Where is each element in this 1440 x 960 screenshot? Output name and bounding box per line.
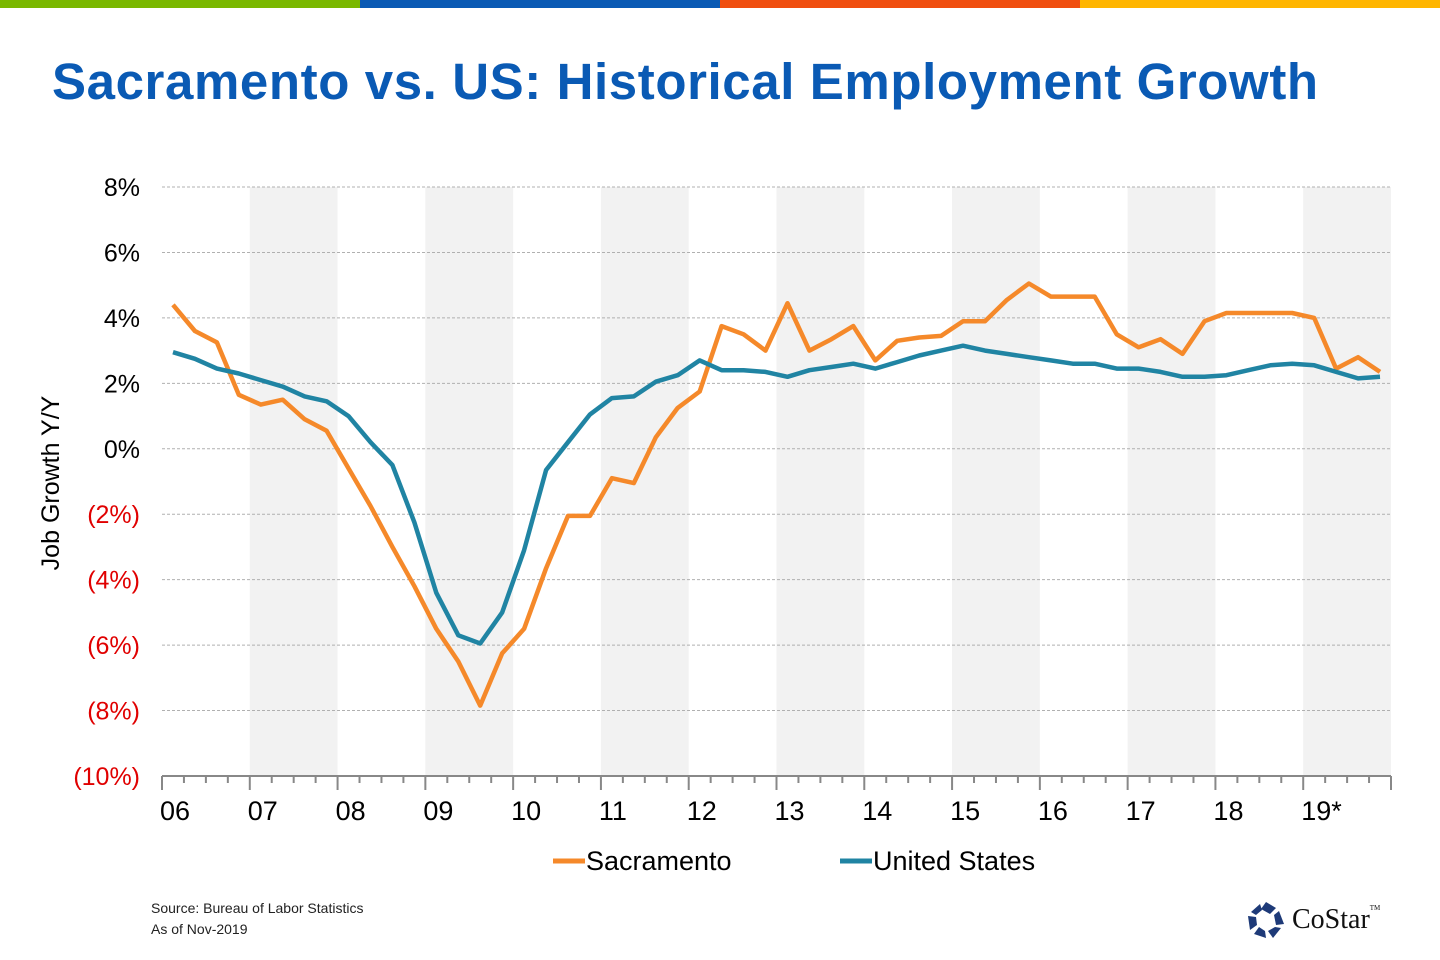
year-band-09	[425, 187, 514, 776]
y-tick-label: 2%	[104, 370, 140, 398]
y-tick-label: 4%	[104, 305, 140, 333]
x-tick-label: 07	[248, 796, 278, 826]
x-tick-label: 14	[862, 796, 892, 826]
costar-logo: CoStarTM	[1246, 900, 1380, 940]
x-tick-label: 19*	[1301, 796, 1342, 826]
as-of-note: As of Nov-2019	[151, 921, 248, 937]
series-line-united-states	[172, 343, 1381, 646]
top-bar-green	[0, 0, 360, 8]
year-band-17	[1127, 187, 1216, 776]
series-line-sacramento	[171, 281, 1382, 708]
x-tick-label: 16	[1038, 796, 1068, 826]
x-tick-label: 15	[950, 796, 980, 826]
page-title: Sacramento vs. US: Historical Employment…	[52, 53, 1319, 110]
year-band-19*	[1303, 187, 1391, 776]
y-tick-label: (4%)	[87, 567, 140, 595]
y-axis-label: Job Growth Y/Y	[37, 395, 65, 570]
x-tick-label: 08	[336, 796, 366, 826]
y-tick-label: 0%	[104, 436, 140, 464]
x-tick-label: 12	[687, 796, 717, 826]
x-tick-label: 11	[599, 796, 627, 826]
year-band-11	[600, 187, 689, 776]
source-note: Source: Bureau of Labor Statistics	[151, 900, 364, 916]
y-tick-label: 8%	[104, 174, 140, 202]
y-tick-label: (10%)	[73, 763, 140, 791]
x-tick-label: 10	[511, 796, 541, 826]
y-tick-label: (2%)	[87, 501, 140, 529]
x-tick-label: 06	[160, 796, 190, 826]
x-tick-label: 18	[1213, 796, 1243, 826]
top-bar-yellow	[1080, 0, 1440, 8]
legend-label: United States	[873, 846, 1035, 876]
top-bar-orange	[720, 0, 1080, 8]
x-tick-label: 17	[1126, 796, 1156, 826]
year-band-07	[249, 187, 338, 776]
y-tick-label: (6%)	[87, 632, 140, 660]
top-bar-blue	[360, 0, 720, 8]
y-tick-label: 6%	[104, 239, 140, 267]
year-band-13	[776, 187, 865, 776]
x-tick-label: 13	[775, 796, 805, 826]
x-tick-label: 09	[423, 796, 453, 826]
logo-text: CoStarTM	[1292, 904, 1381, 935]
costar-star-icon	[1248, 902, 1284, 938]
legend-label: Sacramento	[586, 846, 732, 876]
y-tick-label: (8%)	[87, 698, 140, 726]
year-band-15	[952, 187, 1040, 776]
